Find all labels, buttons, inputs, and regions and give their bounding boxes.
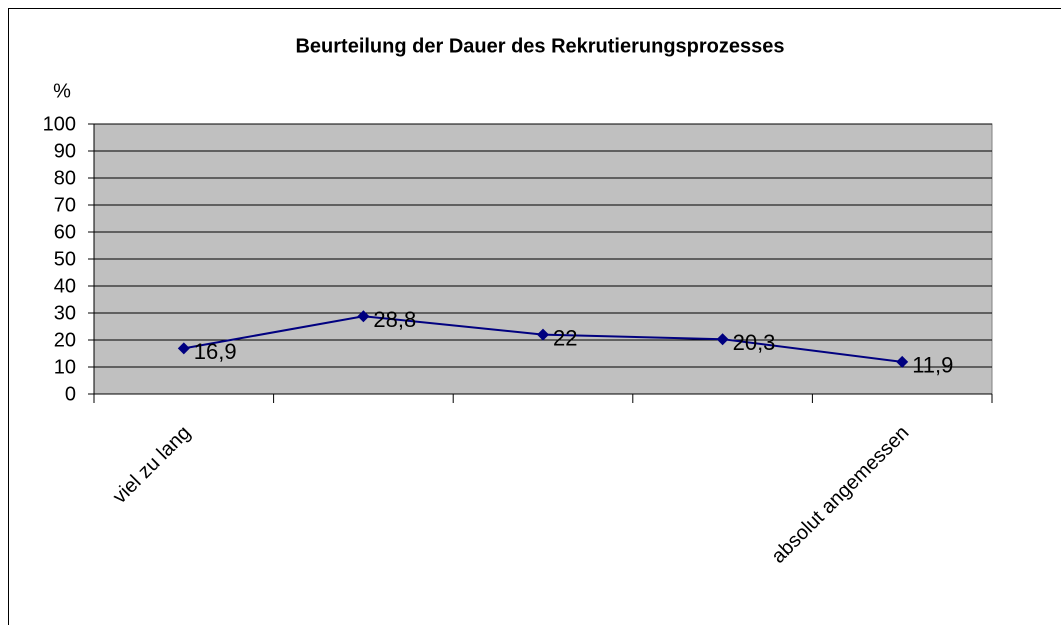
data-label: 22 xyxy=(553,325,577,350)
y-tick-label: 20 xyxy=(54,329,76,351)
marker xyxy=(896,355,909,368)
y-tick-label: 0 xyxy=(65,383,76,405)
y-tick-label: 90 xyxy=(54,140,76,162)
y-tick-label: 80 xyxy=(54,167,76,189)
marker xyxy=(357,310,370,323)
marker xyxy=(177,342,190,355)
data-label: 28,8 xyxy=(373,307,416,332)
y-tick-label: 50 xyxy=(54,248,76,270)
y-tick-label: 40 xyxy=(54,275,76,297)
y-tick-label: 60 xyxy=(54,221,76,243)
data-label: 11,9 xyxy=(912,353,953,378)
marker xyxy=(716,333,729,346)
chart-title: Beurteilung der Dauer des Rekrutierungsp… xyxy=(295,35,784,57)
y-tick-label: 30 xyxy=(54,302,76,324)
y-tick-label: 10 xyxy=(54,356,76,378)
data-label: 20,3 xyxy=(733,330,776,355)
marker xyxy=(537,328,549,341)
y-axis-label: % xyxy=(53,80,71,102)
y-tick-label: 100 xyxy=(43,113,76,135)
data-label: 16,9 xyxy=(194,339,237,364)
y-tick-label: 70 xyxy=(54,194,76,216)
